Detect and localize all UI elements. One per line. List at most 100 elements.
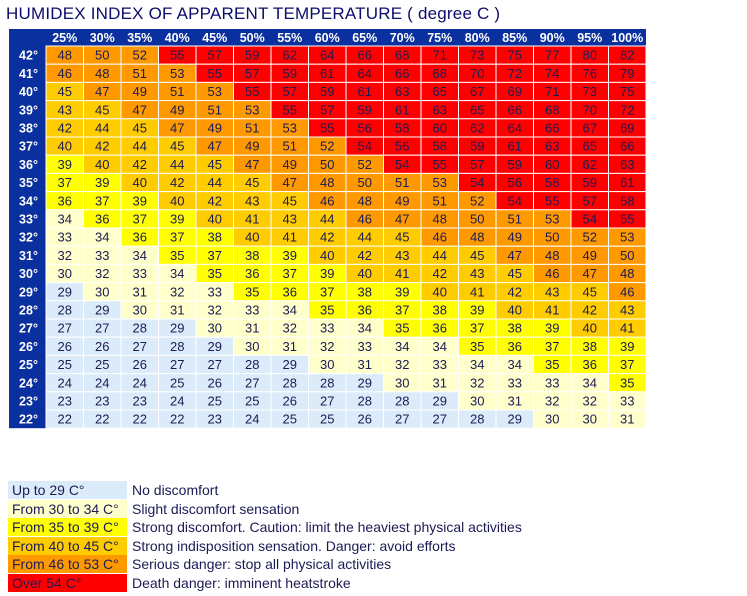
legend-range: From 35 to 39 C° — [8, 518, 127, 537]
cell-value: 48 — [620, 266, 634, 281]
cell-value: 64 — [358, 66, 372, 81]
cell-value: 28 — [470, 412, 484, 427]
cell-value: 22 — [133, 412, 147, 427]
cell-value: 37 — [170, 230, 184, 245]
cell-value: 59 — [583, 175, 597, 190]
cell-value: 55 — [545, 193, 559, 208]
cell-value: 50 — [95, 48, 109, 63]
cell-value: 45 — [283, 193, 297, 208]
cell-value: 44 — [170, 157, 184, 172]
cell-value: 50 — [358, 175, 372, 190]
cell-value: 51 — [133, 66, 147, 81]
column-header: 100% — [611, 31, 643, 45]
row-header: 27° — [19, 322, 38, 336]
cell-value: 57 — [470, 157, 484, 172]
cell-value: 58 — [433, 139, 447, 154]
cell-value: 54 — [508, 193, 522, 208]
cell-value: 46 — [358, 212, 372, 227]
cell-value: 28 — [58, 303, 72, 318]
cell-value: 55 — [620, 212, 634, 227]
cell-value: 39 — [620, 339, 634, 354]
cell-value: 43 — [545, 284, 559, 299]
cell-value: 28 — [133, 321, 147, 336]
cell-value: 52 — [358, 157, 372, 172]
cell-value: 35 — [208, 266, 222, 281]
cell-value: 32 — [58, 248, 72, 263]
cell-value: 79 — [620, 66, 634, 81]
cell-value: 33 — [133, 266, 147, 281]
cell-value: 32 — [95, 266, 109, 281]
cell-value: 32 — [470, 375, 484, 390]
column-header: 45% — [202, 31, 227, 45]
column-header: 95% — [577, 31, 602, 45]
cell-value: 44 — [208, 175, 222, 190]
cell-value: 37 — [58, 175, 72, 190]
cell-value: 55 — [245, 84, 259, 99]
cell-value: 57 — [583, 193, 597, 208]
cell-value: 49 — [245, 139, 259, 154]
column-header: 25% — [52, 31, 77, 45]
cell-value: 30 — [583, 412, 597, 427]
legend-item: From 40 to 45 C° Strong indisposition sen… — [8, 536, 608, 555]
cell-value: 53 — [620, 230, 634, 245]
cell-value: 38 — [208, 230, 222, 245]
cell-value: 36 — [433, 321, 447, 336]
row-header: 31° — [19, 249, 38, 263]
row-header: 37° — [19, 140, 38, 154]
cell-value: 77 — [545, 48, 559, 63]
cell-value: 25 — [208, 394, 222, 409]
row-header: 33° — [19, 213, 38, 227]
cell-value: 75 — [508, 48, 522, 63]
cell-value: 39 — [470, 303, 484, 318]
cell-value: 48 — [470, 230, 484, 245]
cell-value: 36 — [358, 303, 372, 318]
cell-value: 49 — [208, 121, 222, 136]
column-header: 80% — [465, 31, 490, 45]
cell-value: 43 — [395, 248, 409, 263]
cell-value: 25 — [245, 394, 259, 409]
row-header: 41° — [19, 67, 38, 81]
cell-value: 34 — [395, 339, 409, 354]
row-header: 35° — [19, 176, 38, 190]
cell-value: 22 — [95, 412, 109, 427]
cell-value: 42 — [358, 248, 372, 263]
cell-value: 36 — [95, 212, 109, 227]
cell-value: 60 — [545, 157, 559, 172]
cell-value: 30 — [133, 303, 147, 318]
cell-value: 33 — [545, 375, 559, 390]
cell-value: 33 — [433, 357, 447, 372]
cell-value: 27 — [433, 412, 447, 427]
cell-value: 52 — [583, 230, 597, 245]
cell-value: 57 — [283, 84, 297, 99]
cell-value: 42 — [58, 121, 72, 136]
cell-value: 52 — [470, 193, 484, 208]
cell-value: 44 — [358, 230, 372, 245]
cell-value: 29 — [358, 375, 372, 390]
cell-value: 35 — [545, 357, 559, 372]
cell-value: 36 — [583, 357, 597, 372]
cell-value: 32 — [583, 394, 597, 409]
cell-value: 53 — [245, 102, 259, 117]
cell-value: 49 — [283, 157, 297, 172]
column-header: 30% — [90, 31, 115, 45]
cell-value: 51 — [283, 139, 297, 154]
cell-value: 58 — [395, 121, 409, 136]
cell-value: 35 — [470, 339, 484, 354]
cell-value: 63 — [433, 102, 447, 117]
cell-value: 39 — [95, 175, 109, 190]
cell-value: 55 — [283, 102, 297, 117]
cell-value: 37 — [470, 321, 484, 336]
cell-value: 33 — [320, 321, 334, 336]
cell-value: 42 — [95, 139, 109, 154]
column-header: 85% — [502, 31, 527, 45]
cell-value: 49 — [583, 248, 597, 263]
cell-value: 35 — [170, 248, 184, 263]
cell-value: 26 — [358, 412, 372, 427]
cell-value: 36 — [245, 266, 259, 281]
cell-value: 24 — [170, 394, 184, 409]
cell-value: 28 — [320, 375, 334, 390]
cell-value: 46 — [58, 66, 72, 81]
cell-value: 40 — [133, 175, 147, 190]
cell-value: 23 — [58, 394, 72, 409]
cell-value: 42 — [583, 303, 597, 318]
